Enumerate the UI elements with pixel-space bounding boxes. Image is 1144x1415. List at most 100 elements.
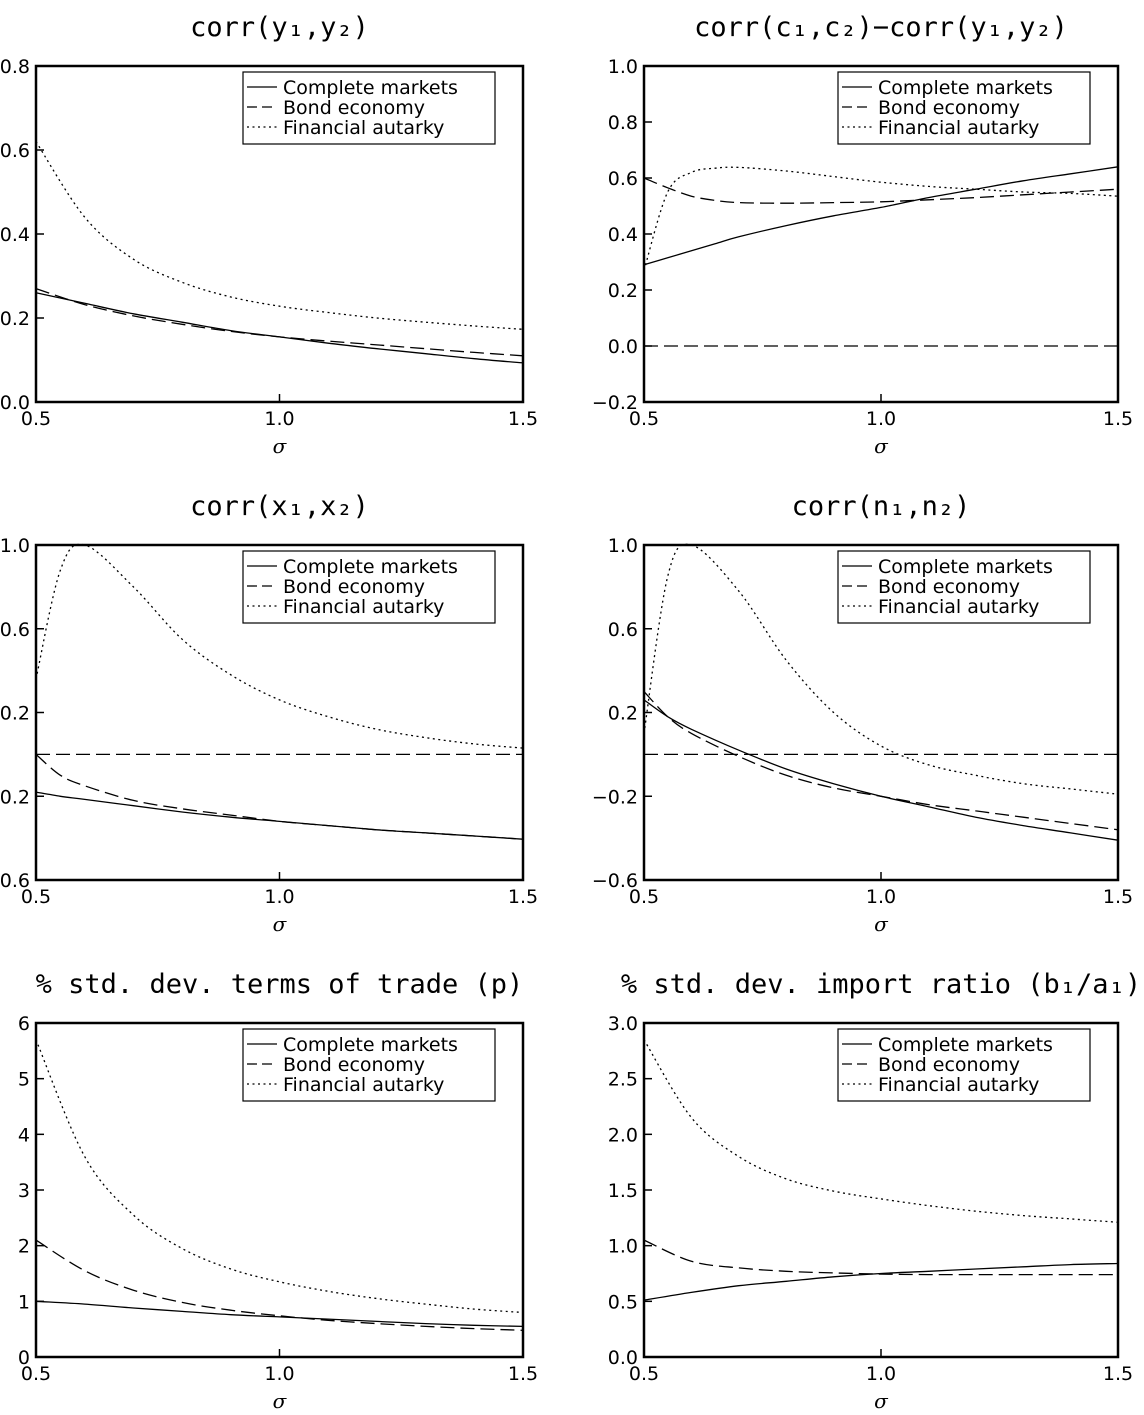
chart-panel-2: corr(c₁,c₂)−corr(y₁,y₂) −0.2 0.0 0.2 0.4 0.6 0… xyxy=(592,12,1133,458)
y-tick-label: −0.2 xyxy=(592,786,638,808)
x-tick-label: 0.5 xyxy=(21,886,51,908)
y-tick-label: 1.0 xyxy=(608,56,638,78)
y-tick-label: 0.8 xyxy=(0,56,30,78)
series-line-complete-markets xyxy=(35,1300,524,1328)
series-line-bond-economy xyxy=(643,177,1119,204)
y-tick-label: 5 xyxy=(18,1069,30,1091)
plot-frame xyxy=(642,64,1120,404)
x-tick-label: 0.5 xyxy=(21,1363,51,1385)
chart-title: corr(y₁,y₂) xyxy=(190,12,369,43)
series-line-financial-autarky xyxy=(35,543,524,749)
legend-entry: Complete markets xyxy=(878,556,1053,578)
x-tick-label: 1.5 xyxy=(508,408,538,430)
chart-title: corr(n₁,n₂) xyxy=(792,491,971,522)
legend-entry: Bond economy xyxy=(283,1054,425,1076)
x-tick-label: 0.5 xyxy=(629,1363,659,1385)
series-line-bond-economy xyxy=(35,753,524,840)
plot-frame xyxy=(34,64,525,404)
legend-box xyxy=(837,71,1091,145)
chart-panel-4: corr(n₁,n₂) −0.6 −0.2 0.2 0.6 1.0 0.5 1.0 1.5 σ Co… xyxy=(592,491,1133,936)
y-tick-label: 1.0 xyxy=(0,535,30,557)
y-tick-label: 1 xyxy=(18,1291,30,1313)
y-tick-label: −0.6 xyxy=(592,870,638,892)
legend-box xyxy=(837,550,1091,624)
legend-entry: Bond economy xyxy=(878,1054,1020,1076)
y-tick-label: 0.2 xyxy=(608,703,638,725)
y-tick-label: 0.0 xyxy=(608,336,638,358)
x-tick-label: 1.0 xyxy=(264,1363,294,1385)
x-tick-label: 1.5 xyxy=(508,886,538,908)
x-axis-label: σ xyxy=(874,1389,889,1413)
x-tick-label: 0.5 xyxy=(629,408,659,430)
x-tick-label: 1.5 xyxy=(1103,408,1133,430)
series-line-financial-autarky xyxy=(643,543,1119,795)
chart-panel-3: corr(x₁,x₂) −0.6 −0.2 0.2 0.6 1.0 0.5 1.0 1.5 σ Co… xyxy=(0,491,538,936)
x-axis-label: σ xyxy=(273,912,288,936)
y-tick-label: 0.6 xyxy=(608,168,638,190)
y-tick-label: 0.5 xyxy=(608,1291,638,1313)
series-line-complete-markets xyxy=(643,1262,1119,1301)
y-tick-label: −0.2 xyxy=(592,392,638,414)
x-axis-label: σ xyxy=(874,912,889,936)
legend-box xyxy=(242,550,496,624)
legend-entry: Financial autarky xyxy=(878,1074,1039,1096)
plot-frame xyxy=(34,543,525,882)
x-tick-label: 1.5 xyxy=(508,1363,538,1385)
x-tick-label: 1.0 xyxy=(264,408,294,430)
series-line-bond-economy xyxy=(643,1239,1118,1276)
y-tick-label: 0.0 xyxy=(0,392,30,414)
y-tick-label: −0.2 xyxy=(0,786,30,808)
y-tick-label: 2.5 xyxy=(608,1069,638,1091)
plot-frame xyxy=(34,1021,525,1359)
legend-entry: Complete markets xyxy=(283,556,458,578)
plot-frame xyxy=(642,543,1120,882)
y-tick-label: 4 xyxy=(18,1124,30,1146)
legend-entry: Bond economy xyxy=(878,97,1020,119)
series-line-bond-economy xyxy=(643,691,1119,831)
x-tick-label: 1.5 xyxy=(1103,886,1133,908)
y-tick-label: 1.0 xyxy=(608,535,638,557)
series-line-complete-markets xyxy=(35,292,524,364)
chart-panel-6: % std. dev. import ratio (b₁/a₁)0.00.51.… xyxy=(608,969,1141,1413)
y-tick-label: 3 xyxy=(18,1180,30,1202)
y-tick-label: 0.2 xyxy=(608,280,638,302)
y-tick-label: 0.6 xyxy=(608,619,638,641)
series-line-bond-economy xyxy=(35,287,524,357)
x-tick-label: 1.0 xyxy=(866,1363,896,1385)
y-tick-label: 0.4 xyxy=(0,224,30,246)
x-axis-label: σ xyxy=(874,434,889,458)
x-tick-label: 1.0 xyxy=(264,886,294,908)
legend-box xyxy=(837,1028,1091,1102)
y-tick-label: 2 xyxy=(18,1236,30,1258)
series-line-complete-markets xyxy=(35,791,524,840)
y-tick-label: 0.8 xyxy=(608,112,638,134)
legend-entry: Complete markets xyxy=(283,77,458,99)
series-line-financial-autarky xyxy=(643,166,1119,271)
legend-entry: Financial autarky xyxy=(283,1074,444,1096)
legend-entry: Bond economy xyxy=(283,97,425,119)
plot-frame xyxy=(642,1021,1120,1359)
y-tick-label: −0.6 xyxy=(0,870,30,892)
x-tick-label: 1.0 xyxy=(866,408,896,430)
y-tick-label: 1.0 xyxy=(608,1236,638,1258)
chart-title: % std. dev. terms of trade (p) xyxy=(36,969,524,1000)
chart-panel-1: corr(y₁,y₂) 0.0 0.2 0.4 0.6 0.8 0.5 1.0 1.5 σ Comp… xyxy=(0,12,538,458)
y-tick-label: 0 xyxy=(18,1347,30,1369)
y-tick-label: 0.4 xyxy=(608,224,638,246)
y-tick-label: 3.0 xyxy=(608,1013,638,1035)
series-line-financial-autarky xyxy=(643,1039,1119,1223)
series-line-complete-markets xyxy=(643,699,1119,841)
y-tick-label: 1.5 xyxy=(608,1180,638,1202)
y-tick-label: 6 xyxy=(18,1013,30,1035)
chart-title: corr(c₁,c₂)−corr(y₁,y₂) xyxy=(694,12,1068,43)
legend-entry: Complete markets xyxy=(283,1034,458,1056)
y-tick-label: 0.2 xyxy=(0,703,30,725)
legend-entry: Financial autarky xyxy=(878,117,1039,139)
